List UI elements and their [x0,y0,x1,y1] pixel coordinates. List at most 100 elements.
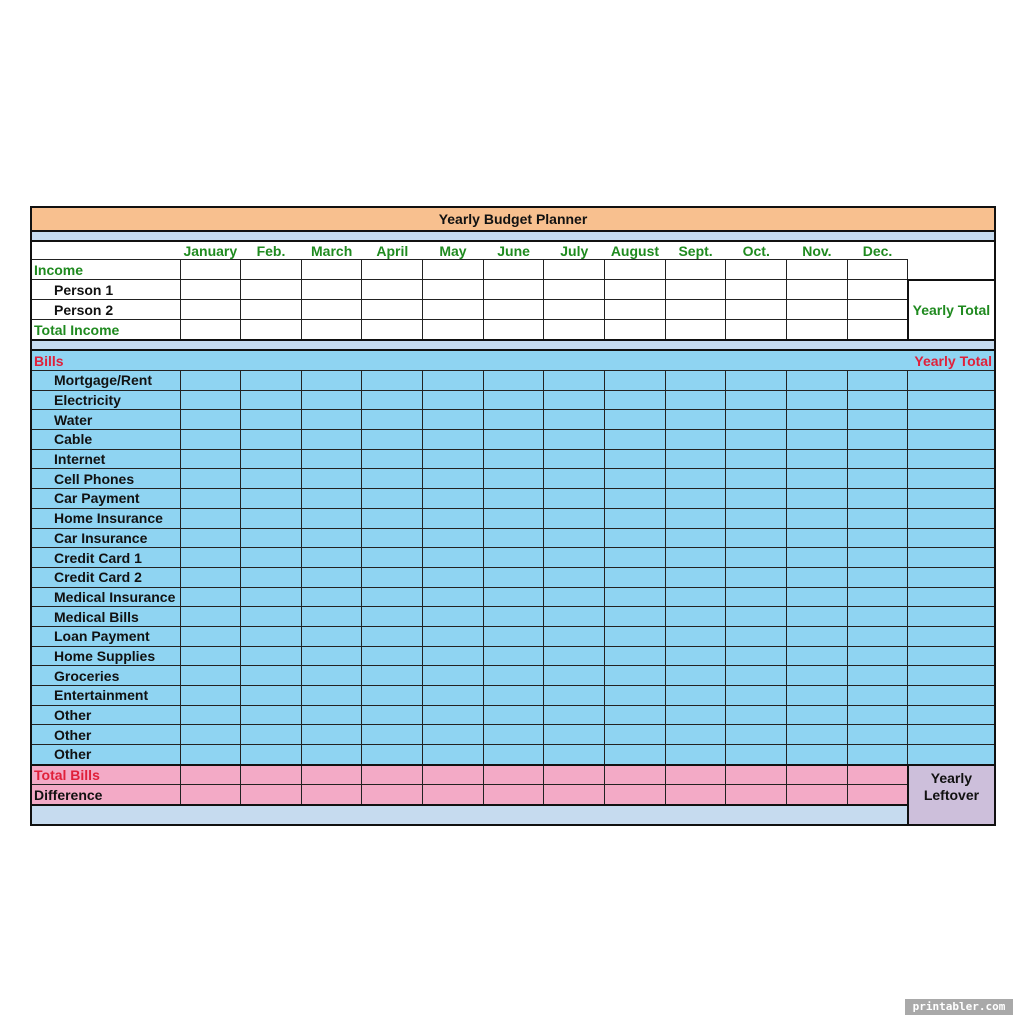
bill-cell[interactable] [300,685,363,706]
bill-cell[interactable] [482,547,545,568]
income-cell[interactable] [422,279,484,300]
bill-cell[interactable] [846,586,909,608]
bill-cell[interactable] [361,488,424,509]
difference-cell[interactable] [179,784,242,806]
bill-cell[interactable] [482,507,545,529]
income-cell[interactable] [664,279,727,300]
bill-cell[interactable] [300,665,363,686]
bill-cell[interactable] [240,448,302,470]
total-income-cell[interactable] [543,319,606,341]
bill-cell[interactable] [300,488,363,509]
difference-cell[interactable] [361,784,424,806]
bill-cell[interactable] [907,409,996,431]
income-cell[interactable] [179,299,242,320]
bill-cell[interactable] [361,744,424,766]
bill-cell[interactable] [604,547,666,568]
bill-cell[interactable] [907,625,996,647]
income-yearly-total[interactable]: Yearly Total [906,278,996,341]
bill-cell[interactable] [422,704,484,726]
bill-cell[interactable] [543,527,606,549]
bill-cell[interactable] [300,645,363,667]
bill-cell[interactable] [422,429,484,450]
bill-cell[interactable] [786,389,848,411]
bill-cell[interactable] [604,370,666,391]
bill-cell[interactable] [422,488,484,509]
bill-cell[interactable] [604,665,666,686]
bill-cell[interactable] [543,586,606,608]
bill-cell[interactable] [664,645,727,667]
bill-cell[interactable] [422,409,484,431]
bill-cell[interactable] [422,527,484,549]
bill-cell[interactable] [240,586,302,608]
income-cell[interactable] [482,259,545,280]
income-cell[interactable] [240,299,302,320]
bill-cell[interactable] [361,429,424,450]
bill-cell[interactable] [543,645,606,667]
income-cell[interactable] [604,299,666,320]
bill-cell[interactable] [361,527,424,549]
total-income-cell[interactable] [179,319,242,341]
difference-cell[interactable] [240,784,302,806]
bill-cell[interactable] [846,527,909,549]
bill-cell[interactable] [786,488,848,509]
bill-cell[interactable] [482,685,545,706]
bill-cell[interactable] [725,448,788,470]
bill-cell[interactable] [300,389,363,411]
bill-cell[interactable] [361,704,424,726]
income-cell[interactable] [179,259,242,280]
bill-cell[interactable] [846,685,909,706]
bill-cell[interactable] [422,507,484,529]
bill-cell[interactable] [300,744,363,766]
bill-cell[interactable] [240,566,302,588]
bill-cell[interactable] [300,625,363,647]
total-bills-cell[interactable] [240,763,302,786]
bill-cell[interactable] [786,409,848,431]
bill-cell[interactable] [664,507,727,529]
bill-cell[interactable] [664,429,727,450]
bill-cell[interactable] [240,744,302,766]
bill-cell[interactable] [907,586,996,608]
income-cell[interactable] [664,259,727,280]
bill-cell[interactable] [664,547,727,568]
total-income-cell[interactable] [361,319,424,341]
bill-cell[interactable] [907,488,996,509]
bill-cell[interactable] [482,566,545,588]
total-bills-cell[interactable] [543,763,606,786]
bill-cell[interactable] [482,468,545,490]
bill-cell[interactable] [786,685,848,706]
bill-cell[interactable] [604,468,666,490]
bill-cell[interactable] [604,625,666,647]
bill-cell[interactable] [604,527,666,549]
bill-cell[interactable] [179,665,242,686]
bill-cell[interactable] [725,566,788,588]
income-cell[interactable] [179,279,242,300]
bill-cell[interactable] [907,370,996,391]
bill-cell[interactable] [725,488,788,509]
bill-cell[interactable] [907,448,996,470]
bill-cell[interactable] [361,625,424,647]
bill-cell[interactable] [482,527,545,549]
bill-cell[interactable] [422,547,484,568]
bill-cell[interactable] [786,704,848,726]
difference-cell[interactable] [543,784,606,806]
bill-cell[interactable] [179,685,242,706]
bill-cell[interactable] [361,370,424,391]
bill-cell[interactable] [786,566,848,588]
total-bills-cell[interactable] [422,763,484,786]
bill-cell[interactable] [604,409,666,431]
income-cell[interactable] [786,299,848,320]
bill-cell[interactable] [846,468,909,490]
income-cell[interactable] [725,279,788,300]
income-cell[interactable] [725,299,788,320]
bill-cell[interactable] [422,389,484,411]
income-cell[interactable] [300,259,363,280]
bill-cell[interactable] [179,704,242,726]
bill-cell[interactable] [907,507,996,529]
bill-cell[interactable] [725,625,788,647]
income-cell[interactable] [361,259,424,280]
bill-cell[interactable] [361,409,424,431]
bill-cell[interactable] [786,645,848,667]
total-income-cell[interactable] [664,319,727,341]
bill-cell[interactable] [422,586,484,608]
bill-cell[interactable] [543,488,606,509]
